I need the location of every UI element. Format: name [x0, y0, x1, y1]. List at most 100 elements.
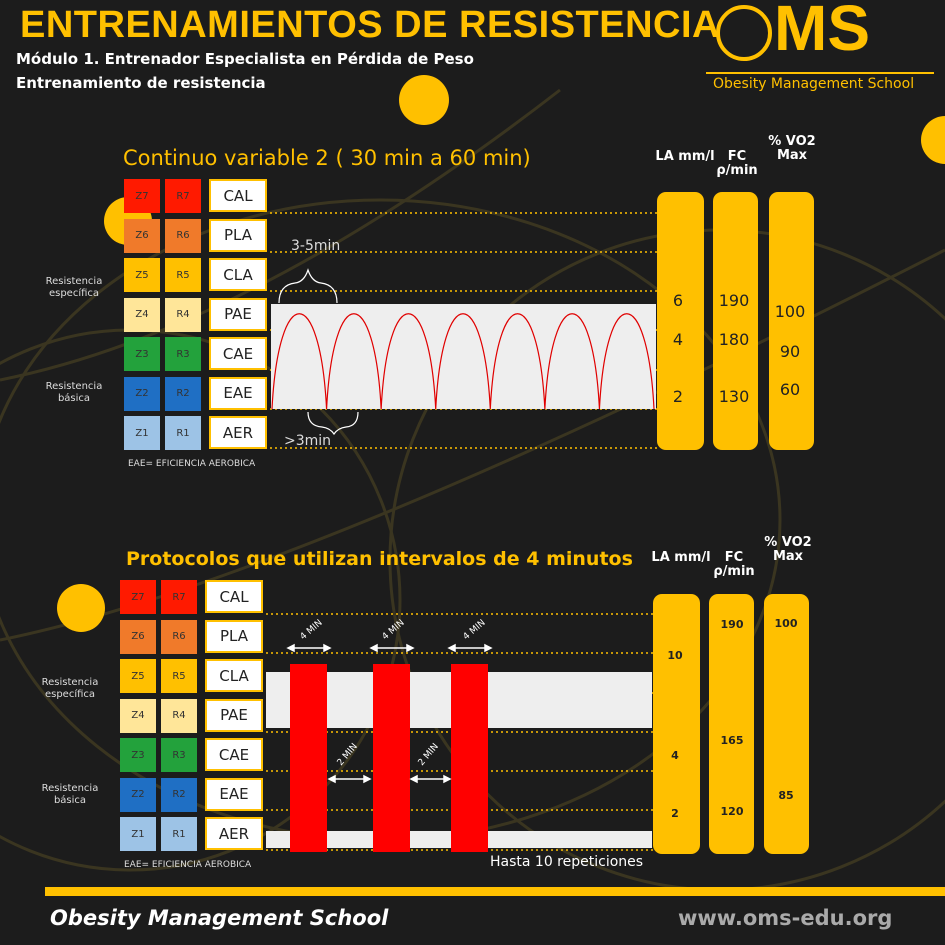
work-interval-label: 4 MIN: [381, 618, 407, 642]
la-value: 6: [672, 291, 684, 310]
range-cell-r5: R5: [165, 258, 201, 292]
fc-value: 190: [720, 618, 744, 631]
range-cell-r7: R7: [161, 580, 197, 614]
zone-label-cae: CAE: [209, 337, 267, 370]
column-fc-2: [709, 594, 754, 854]
header-vo2-1: % VO2 Max: [768, 134, 816, 163]
annotation-3-5min: 3-5min: [291, 238, 341, 254]
zone-label-eae: EAE: [205, 777, 263, 811]
zone-cell-z7: Z7: [124, 179, 160, 213]
logo-underline: [706, 72, 934, 74]
zone-label-eae: EAE: [209, 376, 267, 410]
vo2-value: 100: [774, 302, 806, 321]
column-la-2: [653, 594, 700, 854]
fc-value: 120: [720, 805, 744, 818]
la-value: 2: [672, 387, 684, 406]
fc-value: 165: [720, 734, 744, 747]
range-cell-r6: R6: [161, 619, 197, 654]
zone-label-aer: AER: [205, 817, 263, 850]
brace-bottom: [307, 411, 359, 436]
la-value: 4: [671, 749, 679, 762]
header-fc-2: FC ρ/min: [713, 550, 755, 579]
zone-label-pla: PLA: [205, 619, 263, 653]
zone-cell-z6: Z6: [124, 218, 160, 253]
vo2-value: 60: [779, 380, 801, 399]
column-fc-1: [713, 192, 758, 450]
footer-school-name: Obesity Management School: [50, 906, 389, 930]
repetitions-label: Hasta 10 repeticiones: [490, 854, 644, 870]
subtitle-module: Módulo 1. Entrenador Especialista en Pér…: [16, 50, 474, 68]
footer-bar: [45, 887, 945, 896]
subtitle-topic: Entrenamiento de resistencia: [16, 74, 266, 92]
zone-cell-z1: Z1: [124, 416, 160, 450]
zone-label-pae: PAE: [209, 297, 267, 331]
zone-cell-z5: Z5: [120, 659, 156, 693]
column-vo2-2: [764, 594, 809, 854]
la-value: 4: [672, 330, 684, 349]
range-cell-r1: R1: [161, 817, 197, 851]
page-title: ENTRENAMIENTOS DE RESISTENCIA: [20, 4, 720, 46]
zone-cell-z4: Z4: [120, 698, 156, 733]
zone-label-pae: PAE: [205, 698, 263, 732]
range-cell-r6: R6: [165, 218, 201, 253]
rest-interval-label: 2 MIN: [417, 742, 441, 768]
brace-top: [278, 268, 338, 304]
range-cell-r5: R5: [161, 659, 197, 693]
range-cell-r3: R3: [165, 337, 201, 371]
variable-intensity-wave: [271, 313, 655, 410]
zone-label-cla: CLA: [209, 258, 267, 291]
la-value: 10: [667, 649, 683, 662]
side-label-specific: Resistencia específica: [41, 677, 99, 700]
section1-title: Continuo variable 2 ( 30 min a 60 min): [123, 146, 531, 170]
zone-cell-z3: Z3: [124, 337, 160, 371]
zone-cell-z4: Z4: [124, 297, 160, 332]
side-label-specific: Resistencia específica: [45, 276, 103, 299]
zone-cell-z2: Z2: [120, 777, 156, 812]
zone-label-aer: AER: [209, 416, 267, 449]
fc-value: 130: [718, 387, 750, 406]
header-vo2-2: % VO2 Max: [764, 535, 812, 564]
header-la-1: LA mm/l: [655, 149, 715, 164]
footnote-eae: EAE= EFICIENCIA AEROBICA: [128, 459, 256, 469]
range-cell-r2: R2: [161, 777, 197, 812]
vo2-value: 85: [778, 789, 794, 802]
vo2-value: 100: [774, 617, 798, 630]
zone-cell-z2: Z2: [124, 376, 160, 411]
footer-website-link[interactable]: www.oms-edu.org: [678, 906, 893, 930]
work-interval-bar: [373, 664, 410, 852]
zone-label-cla: CLA: [205, 659, 263, 692]
zone-label-cae: CAE: [205, 738, 263, 771]
range-cell-r7: R7: [165, 179, 201, 213]
annotation-3min: >3min: [284, 433, 332, 449]
work-interval-bar: [451, 664, 488, 852]
footnote-eae: EAE= EFICIENCIA AEROBICA: [124, 860, 252, 870]
logo-ring-icon: [716, 5, 772, 61]
zone-cell-z3: Z3: [120, 738, 156, 772]
zone-label-pla: PLA: [209, 218, 267, 252]
la-value: 2: [671, 807, 679, 820]
logo-letters: MS: [774, 0, 870, 64]
zone-cell-z6: Z6: [120, 619, 156, 654]
logo-name: Obesity Management School: [713, 76, 915, 92]
work-interval-label: 4 MIN: [462, 618, 488, 642]
rest-interval-label: 2 MIN: [336, 742, 360, 768]
zone-cell-z7: Z7: [120, 580, 156, 614]
work-interval-label: 4 MIN: [299, 618, 325, 642]
range-cell-r3: R3: [161, 738, 197, 772]
range-cell-r1: R1: [165, 416, 201, 450]
zone-cell-z1: Z1: [120, 817, 156, 851]
zone-cell-z5: Z5: [124, 258, 160, 292]
fc-value: 180: [718, 330, 750, 349]
work-interval-bar: [290, 664, 327, 852]
zone-label-cal: CAL: [209, 179, 267, 212]
column-vo2-1: [769, 192, 814, 450]
header-fc-1: FC ρ/min: [716, 149, 758, 178]
side-label-basic: Resistencia básica: [41, 783, 99, 806]
fc-value: 190: [718, 291, 750, 310]
range-cell-r4: R4: [161, 698, 197, 733]
header-la-2: LA mm/l: [651, 550, 711, 565]
side-label-basic: Resistencia básica: [45, 381, 103, 404]
zone-label-cal: CAL: [205, 580, 263, 613]
